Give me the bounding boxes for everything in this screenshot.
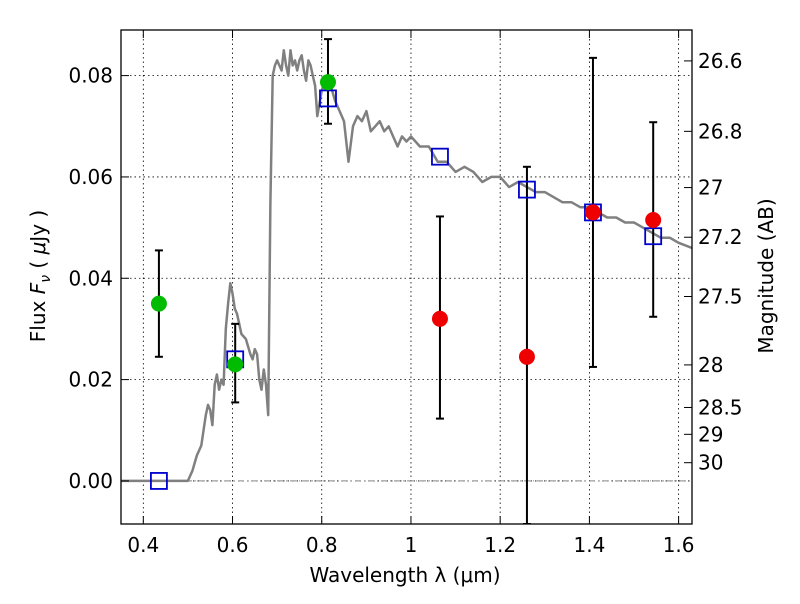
y2-tick-label: 27 <box>698 176 723 200</box>
y2-tick-label: 26.6 <box>698 49 743 73</box>
plot-area <box>121 38 692 524</box>
grid <box>121 30 692 524</box>
y-tick-label: 0.08 <box>68 64 113 88</box>
upper-limit-point <box>431 310 448 327</box>
x-tick-label: 0.4 <box>127 533 159 557</box>
detection-point <box>150 295 167 312</box>
synthetic-photometry-point <box>431 147 449 166</box>
upper-limit-point <box>645 212 662 228</box>
upper-limit-point <box>584 204 601 221</box>
synthetic-photometry-point <box>518 180 536 199</box>
synthetic-photometry-point <box>644 227 663 246</box>
y-axis-title-unit: Jy ) <box>26 210 50 244</box>
axes: 0.4 0.6 0.8 1 1.2 1.4 1.6 0.00 0.02 0.04 0.06 0.08 2… <box>68 29 743 557</box>
y-axis-title-symbol: F <box>26 282 50 294</box>
x-tick-label: 1.4 <box>573 533 605 557</box>
y-axis-title-subscript: ν <box>38 275 54 283</box>
detection-point <box>319 74 336 91</box>
x-tick-label: 1.2 <box>484 533 516 557</box>
y2-tick-label: 28.5 <box>698 395 743 419</box>
y2-tick-label: 28 <box>698 353 723 377</box>
model-sed-line <box>121 49 692 483</box>
x-tick-label: 0.8 <box>306 533 338 557</box>
x-tick-label: 0.6 <box>217 533 249 557</box>
plot-frame <box>120 29 693 525</box>
synthetic-photometry-point <box>150 472 168 490</box>
y2-axis-title: Magnitude (AB) <box>754 198 778 353</box>
y2-tick-label: 27.5 <box>698 285 743 309</box>
y-axis-title-prefix: Flux <box>26 294 50 342</box>
y-tick-label: 0.02 <box>68 368 113 392</box>
y2-tick-label: 26.8 <box>698 119 743 143</box>
y-tick-label: 0.04 <box>68 266 113 290</box>
x-tick-label: 1 <box>405 533 418 557</box>
y-tick-label: 0.06 <box>68 165 113 189</box>
synthetic-photometry-point <box>319 89 337 108</box>
x-tick-label: 1.6 <box>663 533 695 557</box>
detection-point <box>227 356 244 373</box>
y-axis-title: Flux Fν ( μJy ) <box>26 210 54 342</box>
y-axis-title-unit-mu: μ <box>26 242 50 256</box>
y-axis-title-paren: ( <box>26 254 50 275</box>
x-axis-title: Wavelength λ (μm) <box>309 563 500 587</box>
y2-tick-label: 29 <box>698 422 723 446</box>
y2-tick-label: 30 <box>698 451 723 475</box>
y2-tick-label: 27.2 <box>698 225 743 249</box>
upper-limit-point <box>518 348 535 365</box>
y-tick-label: 0.00 <box>68 469 113 493</box>
